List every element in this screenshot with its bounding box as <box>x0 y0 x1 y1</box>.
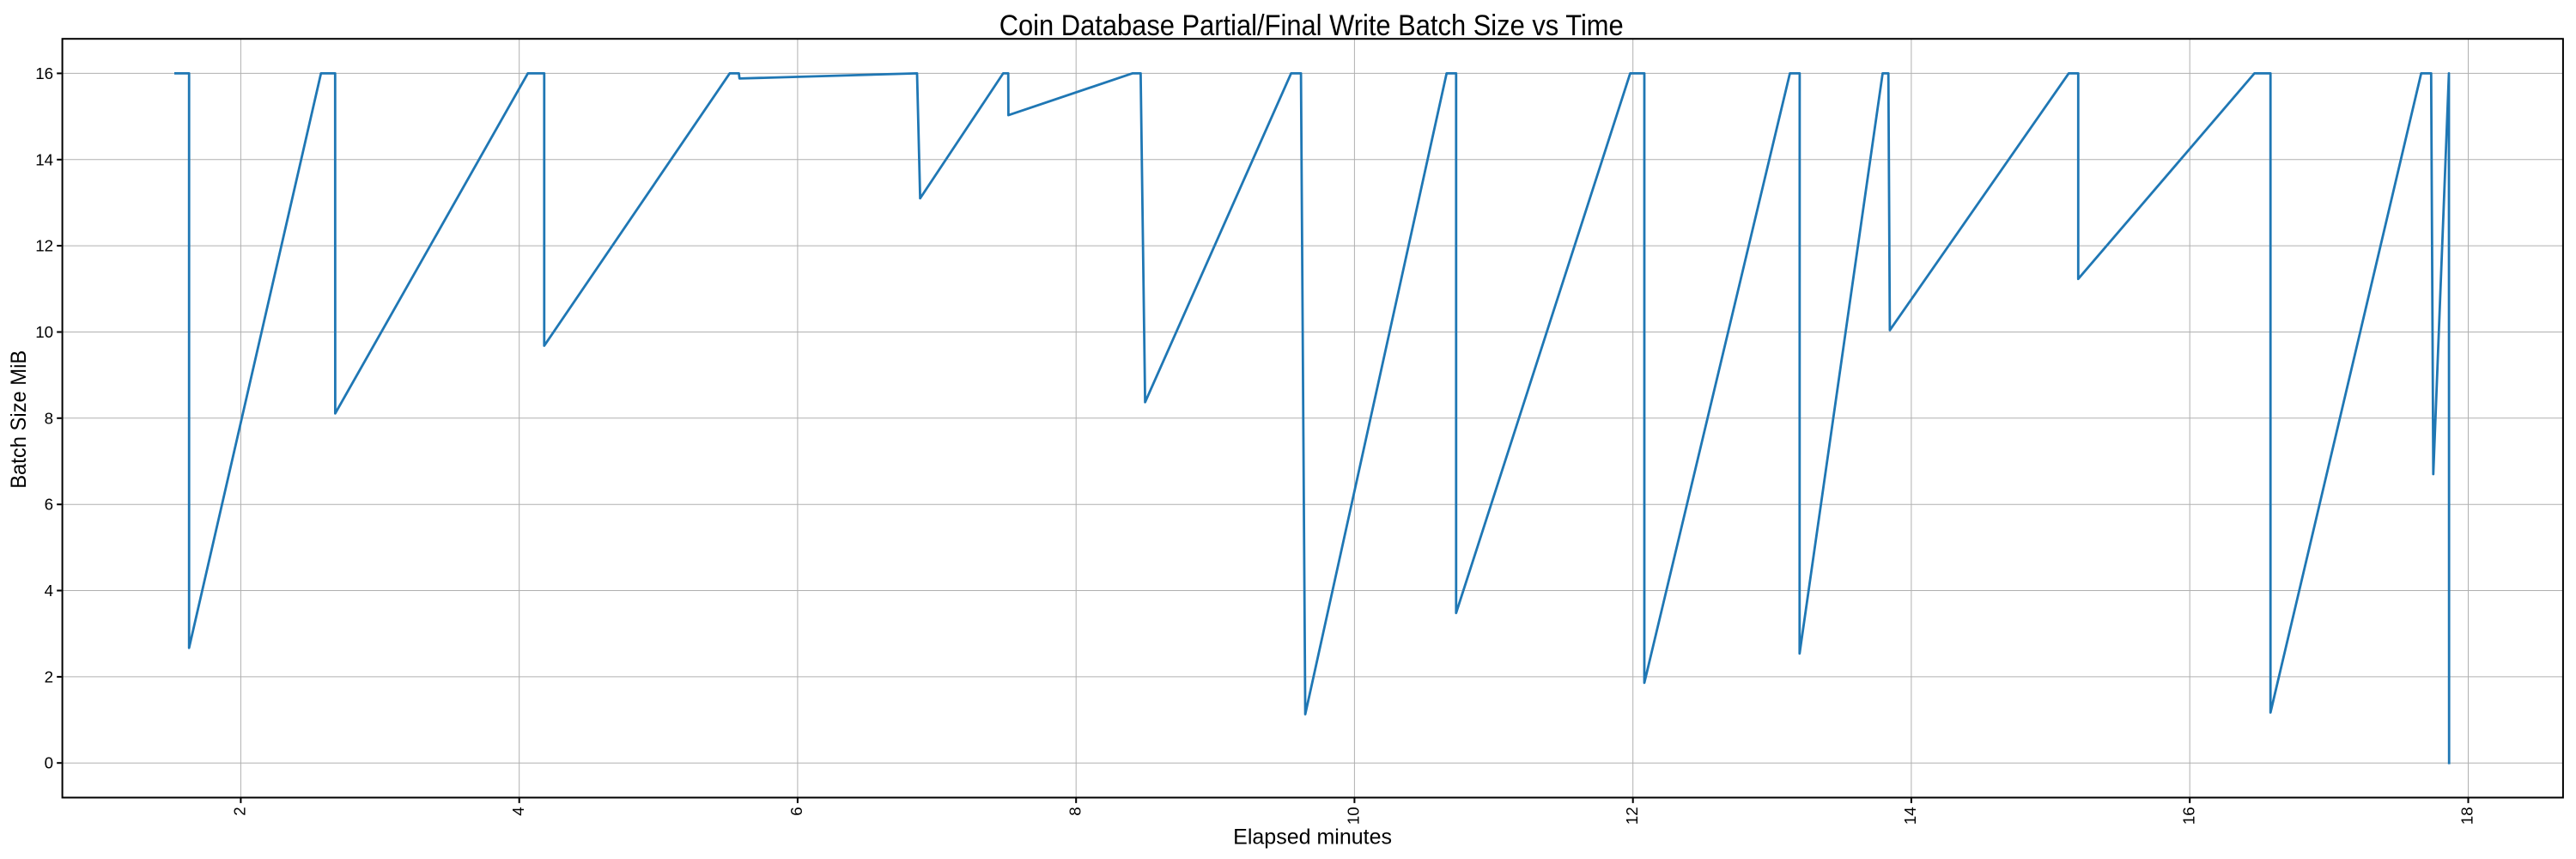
svg-text:16: 16 <box>2179 807 2197 825</box>
svg-text:14: 14 <box>35 150 53 168</box>
svg-text:2: 2 <box>45 667 53 685</box>
svg-text:6: 6 <box>45 496 53 514</box>
svg-text:4: 4 <box>45 582 53 600</box>
svg-text:8: 8 <box>1066 807 1084 815</box>
svg-text:14: 14 <box>1901 807 1919 825</box>
svg-text:12: 12 <box>35 237 53 255</box>
svg-text:Elapsed minutes: Elapsed minutes <box>1233 825 1392 849</box>
svg-text:10: 10 <box>1345 807 1363 825</box>
svg-text:2: 2 <box>231 807 249 815</box>
svg-text:8: 8 <box>45 409 53 427</box>
svg-text:12: 12 <box>1623 807 1641 825</box>
svg-text:16: 16 <box>35 64 53 82</box>
svg-text:6: 6 <box>787 807 805 815</box>
svg-text:4: 4 <box>509 807 527 815</box>
svg-text:10: 10 <box>35 323 53 341</box>
svg-text:Batch Size MiB: Batch Size MiB <box>7 350 31 489</box>
svg-text:Coin Database Partial/Final Wr: Coin Database Partial/Final Write Batch … <box>999 9 1624 42</box>
svg-text:0: 0 <box>45 754 53 772</box>
svg-text:18: 18 <box>2458 807 2476 825</box>
